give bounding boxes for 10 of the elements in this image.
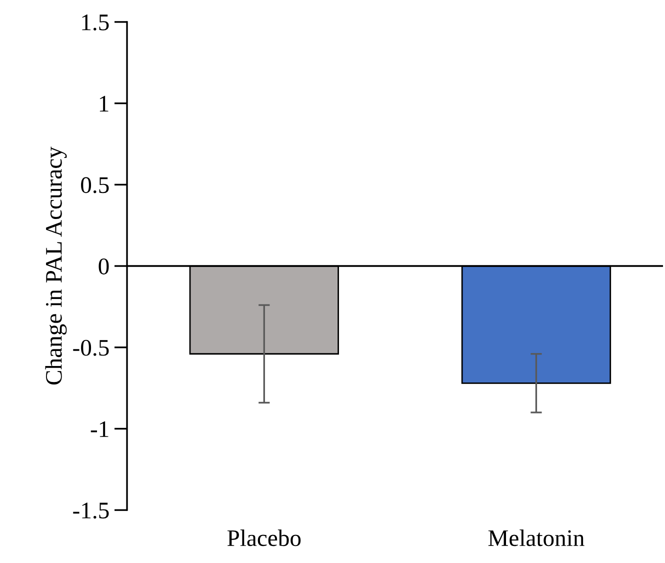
y-tick-label: 1 bbox=[100, 96, 108, 112]
x-tick-label: Melatonin bbox=[488, 530, 584, 546]
y-tick-label: 1.5 bbox=[82, 14, 109, 30]
y-tick-label: 0.5 bbox=[81, 177, 109, 194]
y-tick-label: -0.5 bbox=[73, 340, 109, 356]
y-axis-title: Change in PAL Accuracy bbox=[45, 146, 67, 385]
y-tick-label: -1.5 bbox=[73, 502, 109, 519]
y-tick-label: -1 bbox=[90, 421, 108, 437]
x-tick-label: Placebo bbox=[227, 530, 301, 546]
y-tick-label: 0 bbox=[98, 258, 109, 274]
